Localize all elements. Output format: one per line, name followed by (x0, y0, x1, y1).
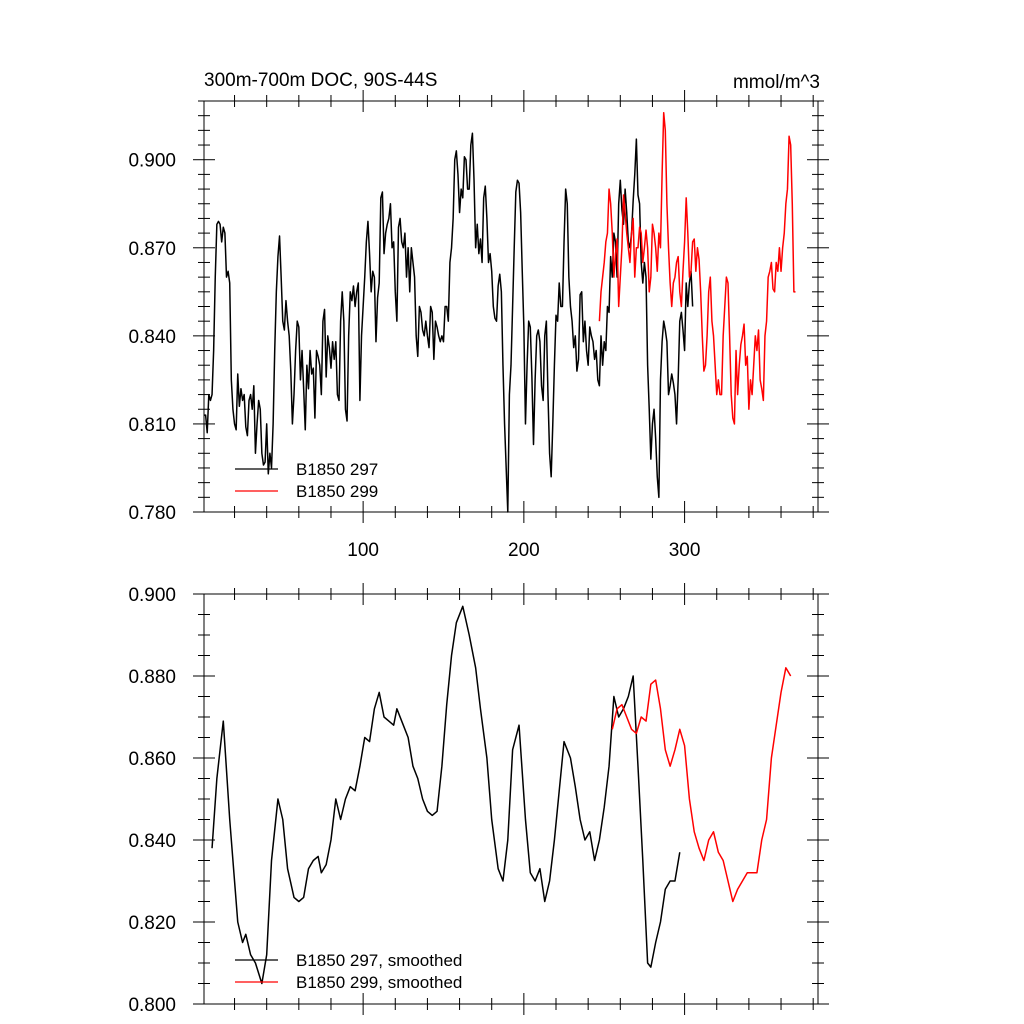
bottom-series-line-2 (611, 667, 792, 903)
top-series-line-2 (598, 111, 796, 425)
top-legend-label-297: B1850 297 (296, 460, 378, 479)
top-legend-label-299: B1850 299 (296, 482, 378, 501)
top-x-tick-label: 200 (508, 540, 540, 561)
top-panel-units: mmol/m^3 (733, 72, 820, 93)
bottom-series-line-1 (211, 605, 681, 985)
bottom-series-group (211, 605, 792, 985)
top-panel: 300m-700m DOC, 90S-44S mmol/m^3 100 200 30… (128, 70, 829, 561)
top-y-tick-label: 0.870 (128, 239, 176, 260)
top-y-tick-label: 0.840 (128, 327, 176, 348)
top-y-tick-label: 0.810 (128, 415, 176, 436)
bottom-axes-group: 0.800 0.820 0.840 0.860 0.880 0.900 (128, 583, 829, 1016)
top-panel-title: 300m-700m DOC, 90S-44S (204, 70, 437, 91)
bottom-y-tick-label: 0.900 (128, 585, 176, 606)
bottom-legend-label-299: B1850 299, smoothed (296, 973, 462, 992)
bottom-y-tick-label: 0.880 (128, 667, 176, 688)
top-plot-frame (203, 100, 819, 513)
top-x-tick-label: 100 (347, 540, 379, 561)
bottom-y-tick-label: 0.860 (128, 749, 176, 770)
top-series-line-1 (204, 132, 694, 513)
bottom-plot-frame (203, 593, 819, 1005)
bottom-y-tick-label: 0.840 (128, 831, 176, 852)
top-x-tick-label: 300 (669, 540, 701, 561)
bottom-legend: B1850 297, smoothed B1850 299, smoothed (235, 951, 462, 992)
bottom-y-tick-label: 0.820 (128, 913, 176, 934)
top-series-group (204, 111, 796, 513)
top-legend: B1850 297 B1850 299 (235, 460, 378, 501)
bottom-legend-label-297: B1850 297, smoothed (296, 951, 462, 970)
bottom-panel: 0.800 0.820 0.840 0.860 0.880 0.900 B1850 297… (128, 583, 829, 1016)
top-y-tick-label: 0.900 (128, 151, 176, 172)
top-y-tick-label: 0.780 (128, 503, 176, 524)
top-axes-group: 100 200 300 0.780 0.810 0.840 0.870 0.900 (128, 90, 829, 561)
bottom-y-tick-label: 0.800 (128, 995, 176, 1016)
